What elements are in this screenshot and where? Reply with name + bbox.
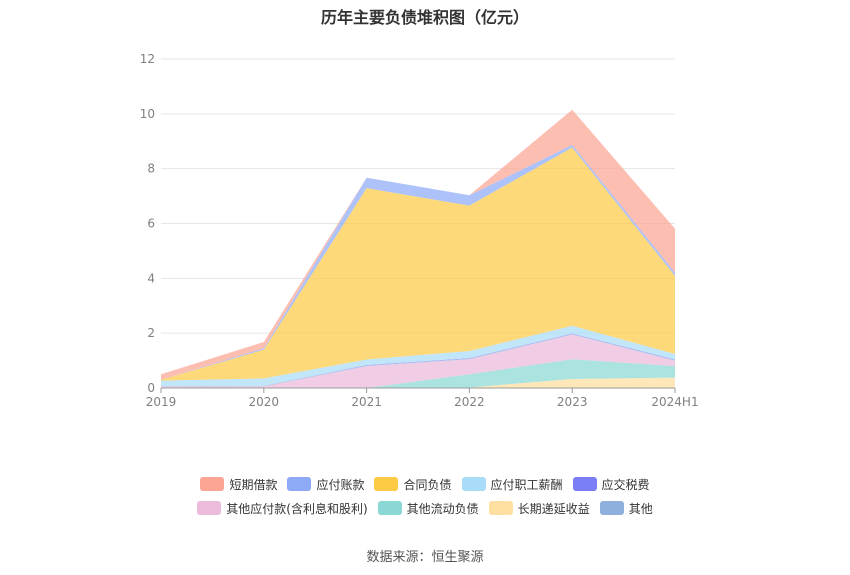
legend-swatch <box>374 477 399 491</box>
y-tick-label: 6 <box>147 217 155 231</box>
x-tick-label: 2024H1 <box>651 395 698 409</box>
chart-title: 历年主要负债堆积图（亿元） <box>320 8 529 27</box>
legend-item[interactable]: 其他流动负债 <box>377 500 479 517</box>
area-series-长期递延收益 <box>161 377 675 388</box>
legend-label: 应付账款 <box>316 477 365 492</box>
y-tick-label: 8 <box>147 162 155 176</box>
legend-item[interactable]: 应交税费 <box>572 476 650 493</box>
legend-label: 应付职工薪酬 <box>490 477 563 492</box>
axes: 0 2 4 6 8 10 12 2019 2020 2021 2022 2023 2024H1 <box>140 52 699 409</box>
legend-swatch <box>572 477 597 491</box>
y-tick-label: 12 <box>140 52 155 66</box>
legend-swatch <box>377 501 402 515</box>
legend-item[interactable]: 其他 <box>599 500 653 517</box>
y-tick-label: 4 <box>147 271 155 285</box>
legend-item[interactable]: 其他应付款(含利息和股利) <box>197 500 368 517</box>
x-tick-label: 2019 <box>146 395 177 409</box>
legend-swatch <box>461 477 486 491</box>
legend-label: 其他流动负债 <box>406 501 479 516</box>
legend-swatch <box>197 501 222 515</box>
legend-swatch <box>488 501 513 515</box>
area-series <box>161 109 675 388</box>
legend-label: 应交税费 <box>601 477 650 492</box>
legend-swatch <box>200 477 225 491</box>
legend-row-1: 短期借款 应付账款 合同负债 应付职工薪酬 应交税费 <box>0 472 850 496</box>
area-series-合同负债 <box>161 147 675 381</box>
legend-item[interactable]: 应付账款 <box>287 476 364 493</box>
x-tick-label: 2023 <box>557 395 588 409</box>
legend-label: 合同负债 <box>403 477 452 492</box>
legend: 短期借款 应付账款 合同负债 应付职工薪酬 应交税费 其他应付款(含利息和股利) 其他流动… <box>0 472 850 520</box>
x-tick-label: 2022 <box>454 395 485 409</box>
y-tick-label: 10 <box>140 107 155 121</box>
legend-item[interactable]: 长期递延收益 <box>488 500 590 517</box>
legend-row-2: 其他应付款(含利息和股利) 其他流动负债 长期递延收益 其他 <box>0 496 850 520</box>
legend-swatch <box>599 501 624 515</box>
x-tick-label: 2021 <box>351 395 382 409</box>
legend-label: 其他 <box>628 501 653 516</box>
legend-label: 长期递延收益 <box>517 501 590 516</box>
legend-label: 其他应付款(含利息和股利) <box>226 501 368 516</box>
legend-swatch <box>287 477 312 491</box>
y-tick-label: 0 <box>147 381 155 395</box>
area-series-其他应付款(含利息和股利) <box>161 334 675 388</box>
legend-item[interactable]: 短期借款 <box>200 476 277 493</box>
y-tick-label: 2 <box>147 326 155 340</box>
legend-item[interactable]: 应付职工薪酬 <box>461 476 563 493</box>
area-series-应付账款 <box>161 144 675 380</box>
area-series-应付职工薪酬 <box>161 325 675 387</box>
area-series-其他流动负债 <box>161 359 675 388</box>
legend-item[interactable]: 合同负债 <box>374 476 452 493</box>
x-tick-label: 2020 <box>249 395 280 409</box>
data-source: 数据来源：恒生聚源 <box>366 550 484 565</box>
legend-label: 短期借款 <box>229 477 278 492</box>
